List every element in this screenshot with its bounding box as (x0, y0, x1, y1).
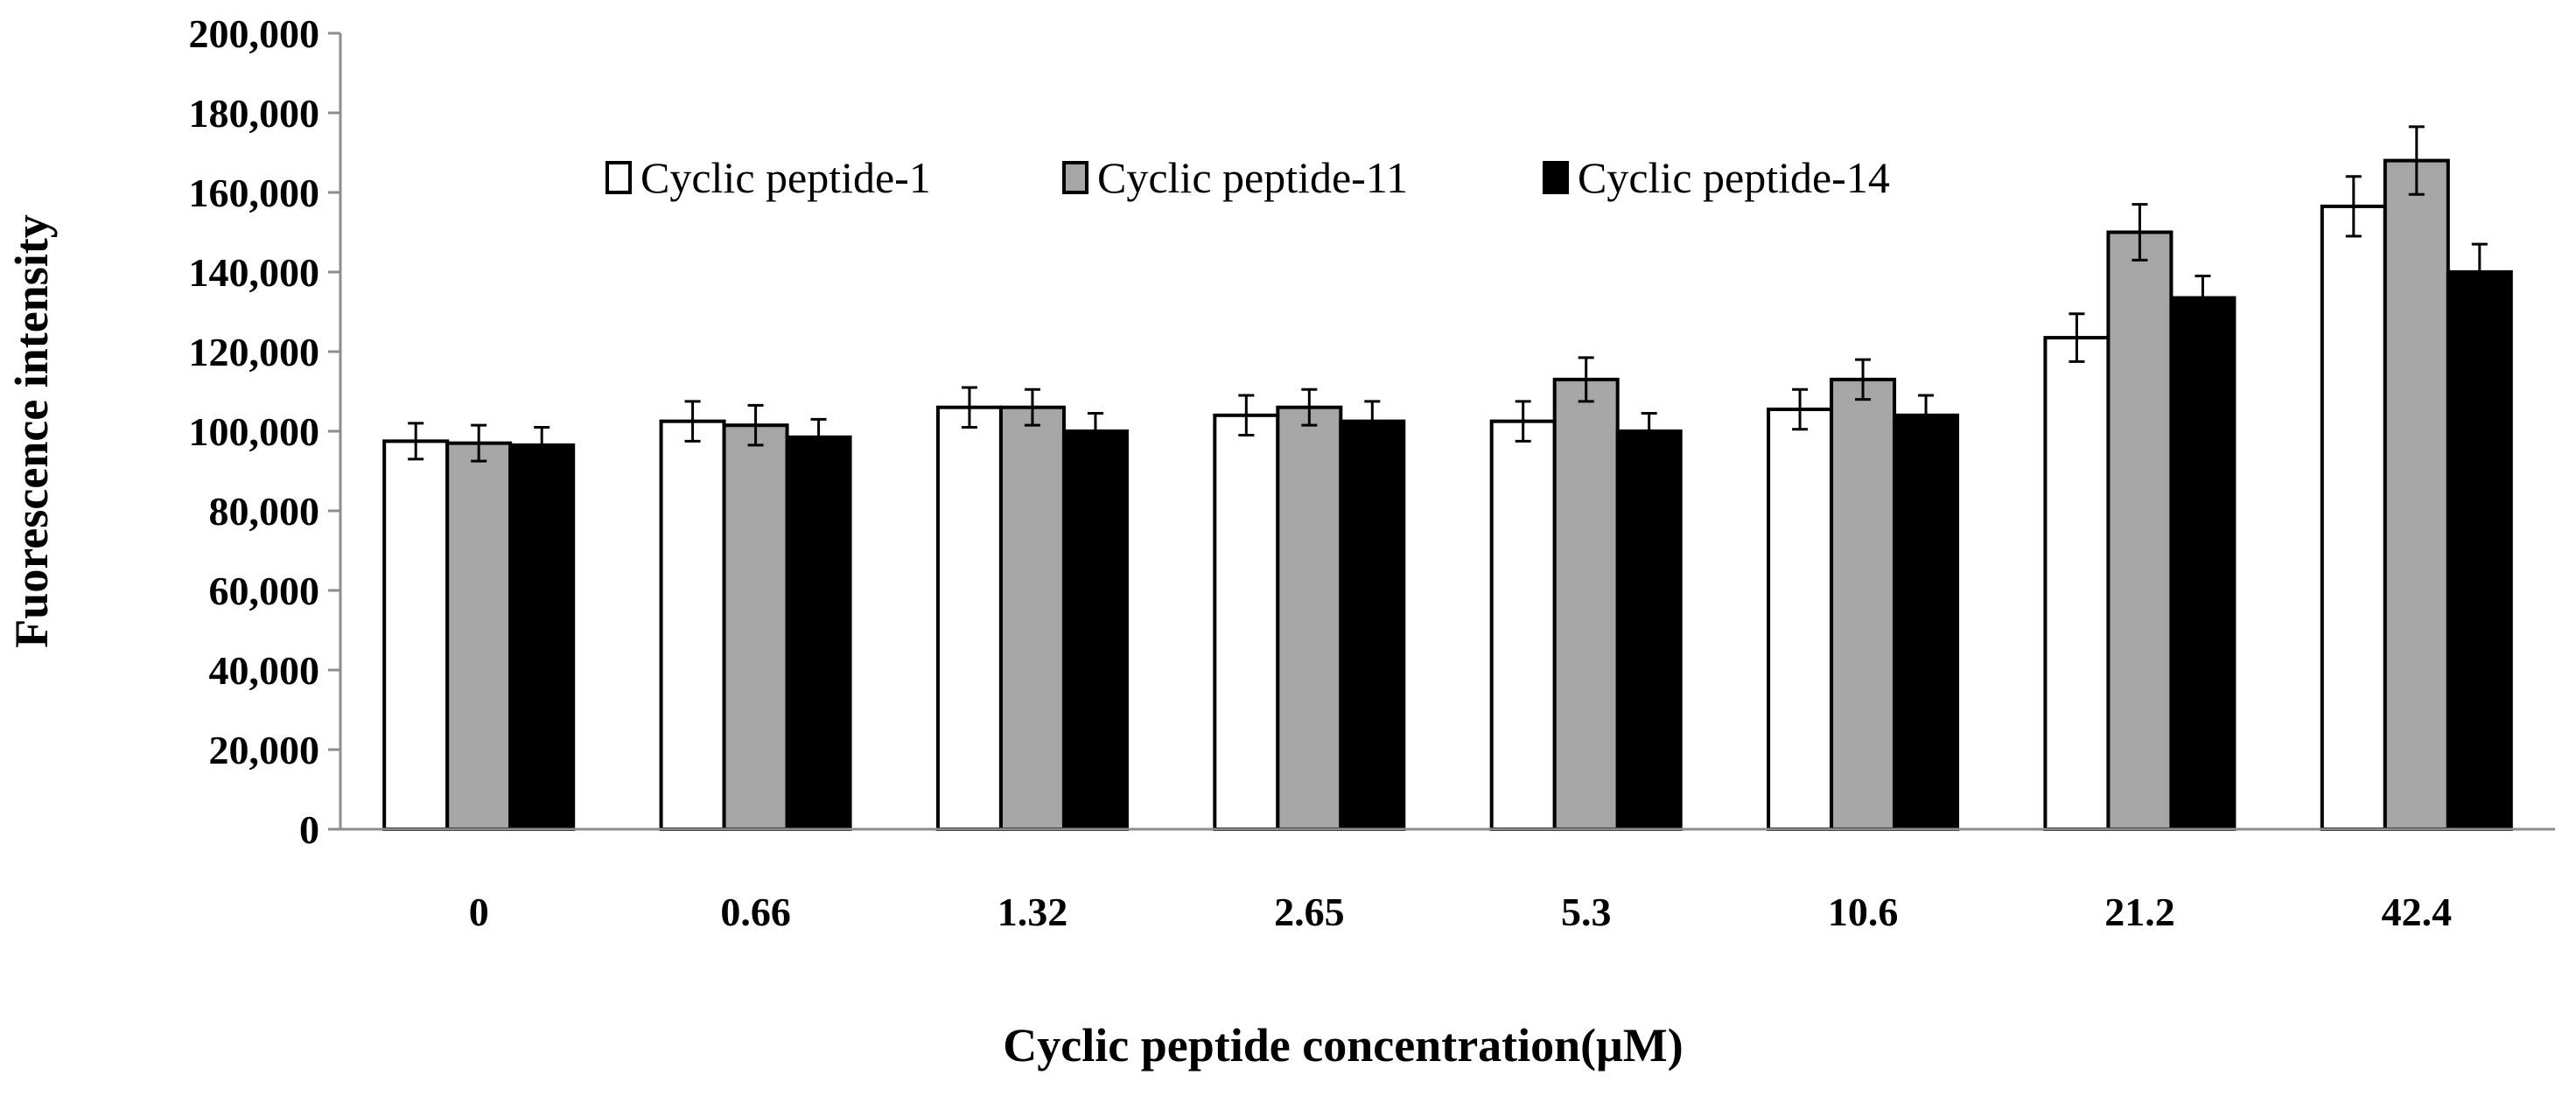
bar-cyclic-peptide-1-2.65 (1213, 413, 1280, 831)
bar-cyclic-peptide-11-42.4 (2383, 158, 2450, 832)
y-tick-label: 0 (299, 807, 319, 852)
y-tick-label: 40,000 (209, 648, 320, 693)
bar-cyclic-peptide-14-0 (508, 443, 576, 831)
bar-cyclic-peptide-1-0.66 (659, 419, 726, 831)
x-axis-title: Cyclic peptide concentration(μM) (1003, 1019, 1683, 1072)
legend-label: Cyclic peptide-1 (640, 153, 931, 202)
bar-cyclic-peptide-1-5.3 (1489, 419, 1557, 831)
legend-swatch (1062, 161, 1088, 194)
x-tick-label: 1.32 (998, 890, 1068, 934)
legend-label: Cyclic peptide-14 (1578, 153, 1890, 202)
y-tick-label: 160,000 (189, 171, 320, 215)
bar-cyclic-peptide-1-42.4 (2320, 204, 2387, 832)
x-tick-label: 2.65 (1274, 890, 1345, 934)
bar-cyclic-peptide-11-0.66 (722, 423, 789, 831)
y-axis-ticks: 0 20,000 40,000 60,000 80,000 100,000 120,000 1… (189, 11, 340, 852)
bar-cyclic-peptide-14-42.4 (2446, 270, 2513, 831)
bar-cyclic-peptide-14-21.2 (2169, 296, 2236, 831)
bars-group (382, 158, 2513, 832)
x-tick-labels: 0 0.66 1.32 2.65 5.3 10.6 21.2 42.4 (469, 890, 2452, 934)
y-tick-label: 140,000 (189, 250, 320, 295)
bar-cyclic-peptide-14-5.3 (1615, 429, 1683, 831)
x-tick-label: 0.66 (720, 890, 791, 934)
bar-cyclic-peptide-14-1.32 (1061, 429, 1129, 831)
y-axis-title: Fuorescence intensity (5, 214, 58, 647)
bar-cyclic-peptide-11-1.32 (998, 405, 1066, 831)
bar-cyclic-peptide-11-10.6 (1830, 377, 1897, 832)
bar-cyclic-peptide-1-0 (382, 439, 450, 831)
bar-cyclic-peptide-11-21.2 (2106, 230, 2174, 831)
x-tick-label: 10.6 (1828, 890, 1899, 934)
bar-cyclic-peptide-1-10.6 (1767, 407, 1834, 831)
bar-cyclic-peptide-11-2.65 (1276, 405, 1343, 831)
y-tick-label: 100,000 (189, 409, 320, 454)
x-tick-label: 42.4 (2382, 890, 2453, 934)
y-tick-label: 60,000 (209, 569, 320, 613)
y-tick-label: 180,000 (189, 91, 320, 136)
legend: Cyclic peptide-1 Cyclic peptide-11 Cyclic … (606, 153, 1890, 202)
y-tick-label: 120,000 (189, 330, 320, 374)
x-tick-label: 21.2 (2104, 890, 2175, 934)
bar-cyclic-peptide-1-21.2 (2043, 336, 2110, 831)
y-tick-label: 80,000 (209, 489, 320, 534)
bar-cyclic-peptide-11-0 (445, 441, 513, 831)
y-tick-label: 20,000 (209, 728, 320, 772)
x-tick-label: 5.3 (1561, 890, 1612, 934)
bar-cyclic-peptide-14-2.65 (1339, 419, 1406, 831)
x-tick-label: 0 (469, 890, 489, 934)
error-bars-group (408, 125, 2488, 464)
legend-swatch (606, 161, 632, 194)
legend-swatch (1543, 161, 1569, 194)
y-tick-label: 200,000 (189, 11, 320, 56)
legend-label: Cyclic peptide-11 (1097, 153, 1408, 202)
bar-cyclic-peptide-1-1.32 (935, 405, 1003, 831)
bar-cyclic-peptide-14-0.66 (785, 435, 852, 831)
bar-cyclic-peptide-11-5.3 (1552, 377, 1620, 832)
bar-cyclic-peptide-14-10.6 (1893, 413, 1960, 831)
